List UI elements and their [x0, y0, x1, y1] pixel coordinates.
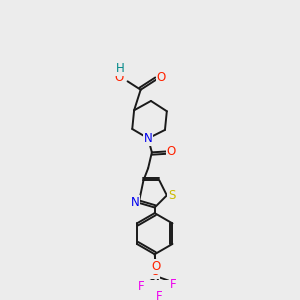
Text: N: N	[144, 132, 152, 145]
Text: O: O	[167, 145, 176, 158]
Text: O: O	[157, 71, 166, 84]
Text: F: F	[138, 280, 145, 293]
Text: S: S	[168, 189, 175, 202]
Text: O: O	[151, 260, 160, 273]
Text: F: F	[170, 278, 177, 291]
Text: O: O	[150, 265, 159, 278]
Text: F: F	[156, 290, 163, 300]
Text: N: N	[131, 196, 140, 209]
Text: O: O	[115, 71, 124, 84]
Text: H: H	[116, 62, 125, 75]
